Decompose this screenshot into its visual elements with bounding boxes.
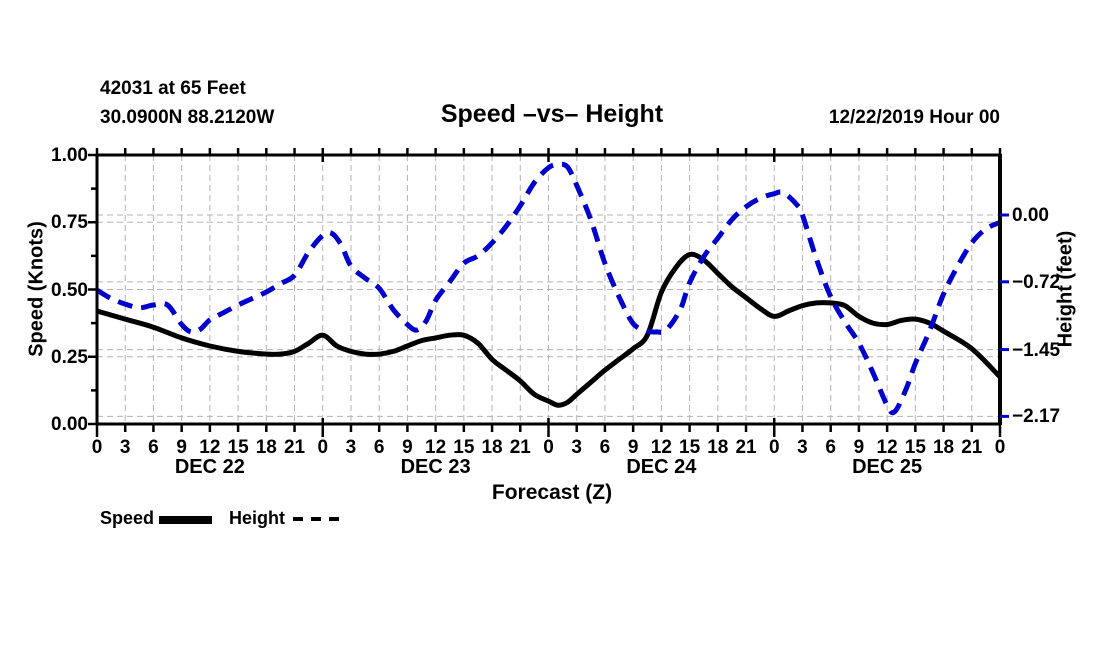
x-tick-label: 12 bbox=[199, 437, 221, 458]
x-tick-label: 21 bbox=[283, 437, 306, 458]
x-tick-label: 3 bbox=[797, 437, 808, 458]
station-coords-label: 30.0900N 88.2120W bbox=[100, 107, 275, 128]
day-label: DEC 24 bbox=[626, 456, 697, 478]
x-tick-label: 0 bbox=[768, 437, 780, 458]
forecast-date-label: 12/22/2019 Hour 00 bbox=[828, 107, 1000, 128]
x-tick-label: 18 bbox=[932, 437, 955, 458]
x-tick-label: 6 bbox=[148, 437, 159, 458]
x-tick-label: 18 bbox=[481, 437, 503, 458]
x-tick-label: 15 bbox=[227, 437, 249, 458]
x-tick-label: 12 bbox=[650, 437, 672, 458]
x-tick-label: 0 bbox=[91, 437, 103, 458]
x-tick-label: 12 bbox=[425, 437, 447, 458]
day-label: DEC 22 bbox=[174, 456, 245, 478]
x-tick-label: 6 bbox=[825, 437, 836, 458]
left-tick-label: 0.25 bbox=[51, 346, 88, 368]
x-tick-label: 0 bbox=[543, 437, 554, 458]
day-label: DEC 23 bbox=[400, 456, 471, 478]
right-tick-label: −2.17 bbox=[1012, 406, 1061, 428]
x-tick-label: 15 bbox=[679, 437, 701, 458]
x-tick-label: 9 bbox=[853, 437, 865, 458]
legend-height-label: Height bbox=[229, 508, 285, 528]
legend-height-dash-pattern bbox=[289, 517, 344, 521]
x-tick-label: 21 bbox=[961, 437, 983, 458]
right-tick-label: 0.00 bbox=[1012, 205, 1049, 226]
left-tick-label: 0.50 bbox=[51, 279, 88, 301]
right-tick-label: −1.45 bbox=[1012, 339, 1061, 361]
x-tick-label: 0 bbox=[994, 437, 1006, 458]
legend-height-swatch bbox=[289, 515, 344, 524]
x-tick-label: 6 bbox=[599, 437, 611, 458]
x-tick-label: 18 bbox=[255, 437, 277, 458]
x-tick-label: 18 bbox=[707, 437, 729, 458]
x-tick-label: 6 bbox=[373, 437, 385, 458]
right-tick-label: −0.72 bbox=[1012, 271, 1061, 293]
x-tick-label: 21 bbox=[509, 437, 531, 458]
day-label: DEC 25 bbox=[852, 456, 923, 478]
series-speed-curve bbox=[96, 251, 1002, 408]
x-tick-label: 3 bbox=[345, 437, 357, 458]
station-id-label: 42031 at 65 Feet bbox=[100, 78, 246, 99]
legend-speed-swatch bbox=[159, 516, 212, 524]
x-tick-label: 15 bbox=[453, 437, 475, 458]
x-tick-label: 9 bbox=[402, 437, 413, 458]
x-tick-label: 3 bbox=[571, 437, 582, 458]
left-tick-label: 0.00 bbox=[51, 414, 88, 435]
x-tick-label: 15 bbox=[904, 437, 926, 458]
x-tick-label: 3 bbox=[119, 437, 131, 458]
x-tick-label: 9 bbox=[176, 437, 187, 458]
left-tick-label: 1.00 bbox=[51, 145, 88, 166]
x-tick-label: 0 bbox=[317, 437, 329, 458]
left-tick-label: 0.75 bbox=[51, 212, 88, 234]
x-tick-label: 12 bbox=[876, 437, 898, 458]
x-tick-label: 21 bbox=[735, 437, 757, 458]
chart-title: Speed –vs– Height bbox=[440, 100, 664, 128]
x-axis-title: Forecast (Z) bbox=[491, 481, 613, 504]
x-tick-label: 9 bbox=[627, 437, 639, 458]
legend-speed-label: Speed bbox=[100, 508, 155, 528]
series-height-curve bbox=[95, 161, 1002, 416]
